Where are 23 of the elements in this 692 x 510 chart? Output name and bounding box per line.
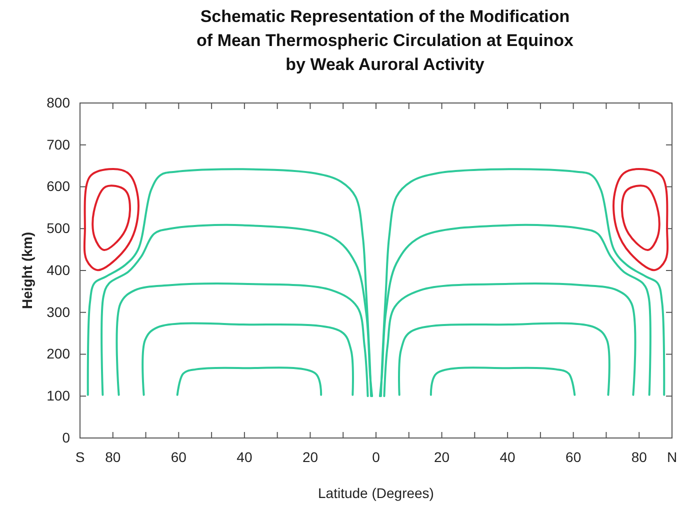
x-tick-label: 60 [566,448,582,465]
x-axis-title: Latitude (Degrees) [318,485,434,501]
y-tick-label: 500 [46,220,70,236]
x-tick-label: 40 [236,448,252,465]
y-tick-label: 100 [46,388,70,404]
y-tick-label: 800 [46,94,70,110]
x-tick-label: 20 [302,448,318,465]
y-axis-title: Height (km) [19,232,35,309]
chart-title: Schematic Representation of the Modification of Mean Thermospheric Circulation at Equinox by Weak Auroral Activity [196,7,574,74]
x-tick-label: 80 [105,448,121,465]
x-tick-label: 20 [434,448,450,465]
y-tick-label: 0 [62,429,70,446]
y-tick-label: 400 [46,262,70,278]
x-tick-label: 0 [372,448,380,465]
x-tick-label: N [666,448,678,465]
y-tick-label: 700 [46,136,70,152]
y-tick-label: 600 [46,178,70,194]
x-tick-label: 40 [500,448,516,465]
y-tick-label: 300 [46,304,70,320]
x-tick-label: 60 [170,448,187,465]
x-tick-label: S [75,448,85,465]
y-tick-label: 200 [46,346,70,362]
x-tick-label: 80 [631,448,648,465]
